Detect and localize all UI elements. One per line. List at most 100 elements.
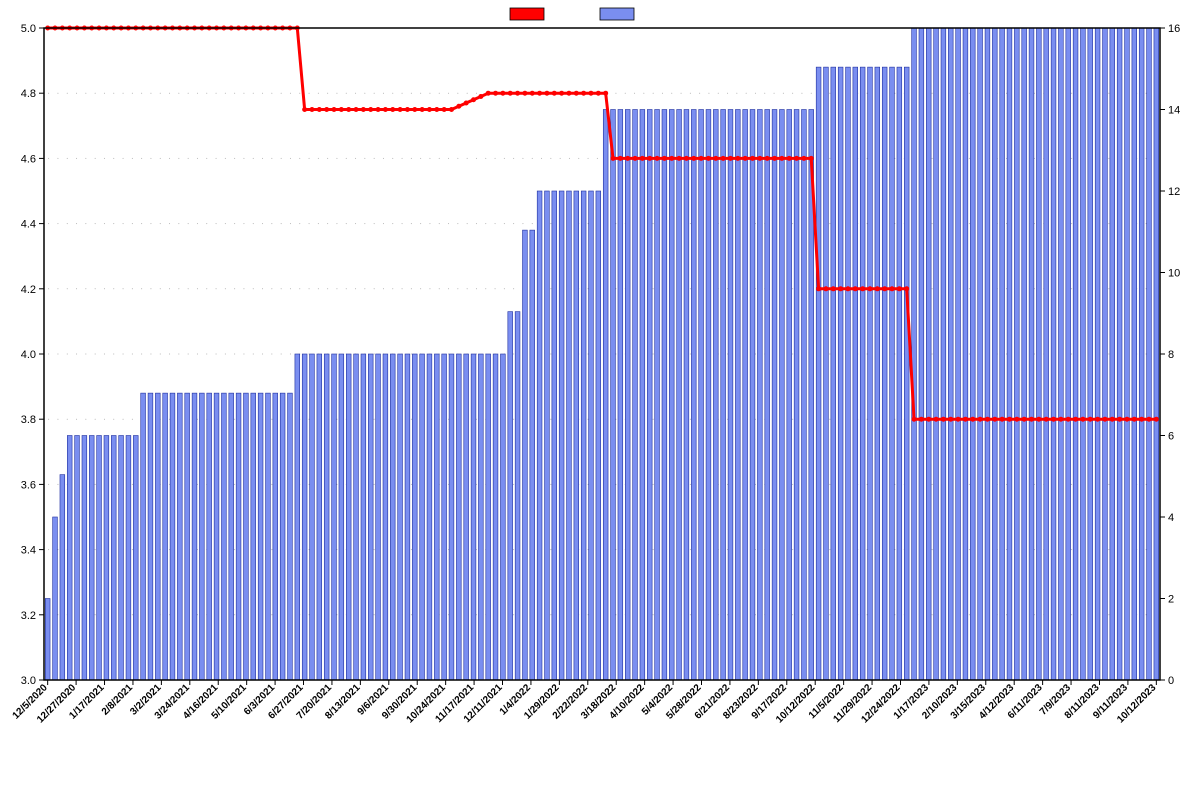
line-marker bbox=[1000, 417, 1005, 422]
bar bbox=[831, 67, 836, 680]
line-marker bbox=[963, 417, 968, 422]
bar bbox=[471, 354, 476, 680]
line-marker bbox=[581, 91, 586, 96]
bar bbox=[552, 191, 557, 680]
y-right-tick-label: 4 bbox=[1168, 512, 1174, 524]
bar bbox=[625, 110, 630, 681]
bar bbox=[111, 436, 116, 681]
line-marker bbox=[787, 156, 792, 161]
bar bbox=[948, 28, 953, 680]
line-marker bbox=[890, 286, 895, 291]
bar bbox=[508, 312, 513, 680]
line-marker bbox=[1102, 417, 1107, 422]
bar bbox=[816, 67, 821, 680]
bar bbox=[677, 110, 682, 681]
line-marker bbox=[882, 286, 887, 291]
bar bbox=[1022, 28, 1027, 680]
bar bbox=[434, 354, 439, 680]
bar bbox=[141, 393, 146, 680]
y-left-tick-label: 3.6 bbox=[21, 479, 36, 491]
line-marker bbox=[801, 156, 806, 161]
bar bbox=[258, 393, 263, 680]
bar bbox=[912, 28, 917, 680]
line-marker bbox=[1146, 417, 1151, 422]
line-marker bbox=[1110, 417, 1115, 422]
bar bbox=[170, 393, 175, 680]
line-marker bbox=[464, 100, 469, 105]
line-marker bbox=[324, 107, 329, 112]
bar bbox=[772, 110, 777, 681]
y-right-tick-label: 10 bbox=[1168, 268, 1180, 280]
bar bbox=[148, 393, 153, 680]
bar bbox=[192, 393, 197, 680]
line-marker bbox=[867, 286, 872, 291]
bar bbox=[765, 110, 770, 681]
line-marker bbox=[970, 417, 975, 422]
bar bbox=[919, 28, 924, 680]
bar bbox=[802, 110, 807, 681]
line-marker bbox=[471, 97, 476, 102]
line-marker bbox=[948, 417, 953, 422]
line-marker bbox=[566, 91, 571, 96]
bar bbox=[376, 354, 381, 680]
bar bbox=[288, 393, 293, 680]
y-right-tick-label: 8 bbox=[1168, 349, 1174, 361]
line-marker bbox=[853, 286, 858, 291]
line-marker bbox=[904, 286, 909, 291]
bar bbox=[1029, 28, 1034, 680]
line-marker bbox=[1007, 417, 1012, 422]
line-marker bbox=[500, 91, 505, 96]
bar bbox=[104, 436, 109, 681]
bar bbox=[339, 354, 344, 680]
legend-swatch-line bbox=[510, 8, 544, 20]
line-marker bbox=[456, 104, 461, 109]
bar bbox=[398, 354, 403, 680]
bar bbox=[1110, 28, 1115, 680]
line-marker bbox=[361, 107, 366, 112]
y-left-tick-label: 4.6 bbox=[21, 153, 36, 165]
line-marker bbox=[332, 107, 337, 112]
bar bbox=[302, 354, 307, 680]
line-marker bbox=[978, 417, 983, 422]
bar bbox=[346, 354, 351, 680]
bar bbox=[559, 191, 564, 680]
line-marker bbox=[449, 107, 454, 112]
line-marker bbox=[1073, 417, 1078, 422]
line-marker bbox=[309, 107, 314, 112]
y-left-tick-label: 3.8 bbox=[21, 414, 36, 426]
bar bbox=[82, 436, 87, 681]
line-marker bbox=[809, 156, 814, 161]
bar bbox=[611, 110, 616, 681]
bar bbox=[1139, 28, 1144, 680]
bar bbox=[368, 354, 373, 680]
line-marker bbox=[515, 91, 520, 96]
bar bbox=[361, 354, 366, 680]
bar bbox=[530, 230, 535, 680]
bar bbox=[1081, 28, 1086, 680]
line-marker bbox=[838, 286, 843, 291]
line-marker bbox=[544, 91, 549, 96]
y-right-tick-label: 6 bbox=[1168, 431, 1174, 443]
bar bbox=[618, 110, 623, 681]
bar bbox=[956, 28, 961, 680]
line-marker bbox=[603, 91, 608, 96]
bar bbox=[244, 393, 249, 680]
bar bbox=[1117, 28, 1122, 680]
line-marker bbox=[691, 156, 696, 161]
line-marker bbox=[1132, 417, 1137, 422]
line-marker bbox=[1080, 417, 1085, 422]
line-marker bbox=[317, 107, 322, 112]
y-left-tick-label: 4.2 bbox=[21, 284, 36, 296]
line-marker bbox=[985, 417, 990, 422]
bar bbox=[846, 67, 851, 680]
bar bbox=[456, 354, 461, 680]
bar bbox=[222, 393, 227, 680]
bar bbox=[926, 28, 931, 680]
line-marker bbox=[478, 94, 483, 99]
line-marker bbox=[412, 107, 417, 112]
bar bbox=[1000, 28, 1005, 680]
bar bbox=[574, 191, 579, 680]
line-marker bbox=[1139, 417, 1144, 422]
bar bbox=[669, 110, 674, 681]
bar bbox=[126, 436, 131, 681]
